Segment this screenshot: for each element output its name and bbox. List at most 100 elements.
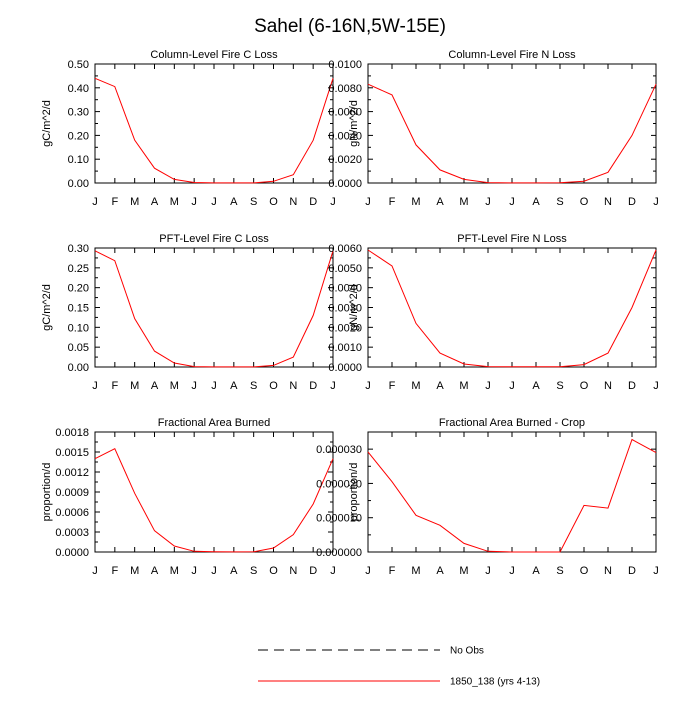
y-axis-label: gC/m^2/d [41, 284, 53, 331]
chart-panel-1: Column-Level Fire C Loss0.000.100.200.30… [41, 49, 336, 208]
y-tick-label: 0.0018 [55, 427, 89, 439]
x-tick-label: M [170, 380, 179, 392]
x-tick-label: N [604, 196, 612, 208]
y-axis-label: gN/m^2/d [348, 284, 360, 331]
x-tick-label: J [485, 196, 491, 208]
y-tick-label: 0.0009 [55, 487, 89, 499]
y-tick-label: 0.0006 [55, 507, 89, 519]
chart-panel-3: PFT-Level Fire C Loss0.000.050.100.150.2… [41, 233, 336, 392]
legend-label-no-obs: No Obs [450, 646, 484, 657]
chart-panel-2: Column-Level Fire N Loss0.00000.00200.00… [328, 49, 658, 208]
y-tick-label: 0.0012 [55, 467, 89, 479]
plot-frame [368, 432, 656, 552]
x-tick-label: A [436, 196, 444, 208]
x-tick-label: J [365, 380, 371, 392]
y-tick-label: 0.00 [68, 178, 89, 190]
x-tick-label: S [556, 196, 563, 208]
x-tick-label: J [191, 380, 197, 392]
x-tick-label: J [653, 196, 659, 208]
x-tick-label: O [269, 565, 278, 577]
x-tick-label: M [459, 380, 468, 392]
plot-frame [95, 432, 333, 552]
x-tick-label: D [309, 380, 317, 392]
y-axis-label: gC/m^2/d [41, 100, 53, 147]
chart-panel-4: PFT-Level Fire N Loss0.00000.00100.00200… [328, 233, 658, 392]
y-tick-label: 0.0000 [55, 547, 89, 559]
x-tick-label: F [111, 196, 118, 208]
x-tick-label: J [211, 196, 217, 208]
y-tick-label: 0.50 [68, 59, 89, 71]
chart-title: PFT-Level Fire C Loss [159, 233, 269, 245]
y-tick-label: 0.0060 [328, 243, 362, 255]
x-tick-label: N [604, 380, 612, 392]
chart-title: Fractional Area Burned [158, 417, 271, 429]
x-tick-label: J [330, 196, 336, 208]
x-tick-label: A [230, 196, 238, 208]
y-tick-label: 0.0000 [328, 178, 362, 190]
x-tick-label: J [191, 565, 197, 577]
x-tick-label: J [330, 380, 336, 392]
x-tick-label: J [211, 565, 217, 577]
series-line [95, 251, 333, 367]
y-tick-label: 0.40 [68, 83, 89, 95]
y-axis-label: proportion/d [348, 463, 360, 522]
x-tick-label: N [289, 380, 297, 392]
chart-panels: Column-Level Fire C Loss0.000.100.200.30… [41, 49, 659, 577]
chart-title: Column-Level Fire C Loss [150, 49, 278, 61]
x-tick-label: J [330, 565, 336, 577]
y-tick-label: 0.0010 [328, 342, 362, 354]
x-tick-label: S [556, 565, 563, 577]
y-tick-label: 0.0020 [328, 154, 362, 166]
x-tick-label: D [628, 196, 636, 208]
x-tick-label: D [309, 196, 317, 208]
y-axis-label: gN/m^2/d [348, 100, 360, 147]
x-tick-label: A [532, 196, 540, 208]
x-tick-label: A [436, 380, 444, 392]
x-tick-label: J [92, 380, 98, 392]
x-tick-label: J [365, 565, 371, 577]
x-tick-label: A [151, 196, 159, 208]
y-tick-label: 0.0003 [55, 527, 89, 539]
x-tick-label: O [269, 380, 278, 392]
chart-title: PFT-Level Fire N Loss [457, 233, 567, 245]
y-tick-label: 0.05 [68, 342, 89, 354]
chart-panel-6: Fractional Area Burned - Crop0.0000000.0… [316, 417, 659, 577]
x-tick-label: O [580, 380, 589, 392]
plot-frame [95, 64, 333, 183]
x-tick-label: M [130, 196, 139, 208]
x-tick-label: J [485, 380, 491, 392]
x-tick-label: F [389, 196, 396, 208]
x-tick-label: S [250, 565, 257, 577]
y-tick-label: 0.000000 [316, 547, 362, 559]
y-tick-label: 0.20 [68, 130, 89, 142]
x-tick-label: J [509, 196, 515, 208]
x-tick-label: D [309, 565, 317, 577]
x-tick-label: M [459, 196, 468, 208]
x-tick-label: O [269, 196, 278, 208]
plot-frame [368, 248, 656, 367]
x-tick-label: O [580, 565, 589, 577]
x-tick-label: D [628, 565, 636, 577]
x-tick-label: S [250, 380, 257, 392]
series-line [95, 449, 333, 552]
x-tick-label: J [509, 380, 515, 392]
x-tick-label: M [459, 565, 468, 577]
y-tick-label: 0.30 [68, 243, 89, 255]
x-tick-label: S [250, 196, 257, 208]
x-tick-label: J [653, 565, 659, 577]
series-line [368, 440, 656, 553]
x-tick-label: F [389, 565, 396, 577]
x-tick-label: A [151, 565, 159, 577]
x-tick-label: N [604, 565, 612, 577]
x-tick-label: J [92, 565, 98, 577]
series-line [95, 78, 333, 183]
figure-title: Sahel (6-16N,5W-15E) [254, 16, 446, 37]
x-tick-label: A [151, 380, 159, 392]
series-line [368, 84, 656, 183]
x-tick-label: M [170, 196, 179, 208]
x-tick-label: N [289, 196, 297, 208]
y-tick-label: 0.30 [68, 107, 89, 119]
x-tick-label: A [532, 380, 540, 392]
x-tick-label: A [230, 380, 238, 392]
